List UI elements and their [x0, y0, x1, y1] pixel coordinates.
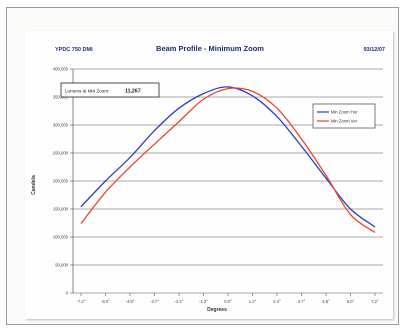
x-tick-label: 7.2° — [371, 299, 379, 304]
series-lines — [80, 86, 376, 234]
y-tick-label: 50,000 — [55, 263, 68, 268]
y-tick-label: 250,000 — [53, 151, 69, 156]
series-line-min-zoom-ver — [80, 87, 376, 234]
x-tick-label: -6.0° — [101, 299, 110, 304]
x-tick-label: 2.4° — [273, 299, 281, 304]
annotation-value: 11,267 — [125, 89, 141, 95]
y-tick-label: 300,000 — [53, 123, 69, 128]
x-tick-label: 4.8° — [322, 299, 330, 304]
legend: Min Zoom Hor Min Zoom Ver — [312, 103, 376, 129]
screenshot-frame: YPDC 750 DMI Beam Profile - Minimum Zoom… — [6, 7, 399, 325]
x-tick-label: 0.0° — [224, 299, 232, 304]
header-left: YPDC 750 DMI — [55, 47, 93, 53]
chart-title: Beam Profile - Minimum Zoom — [156, 44, 264, 53]
series-line-min-zoom-hor — [80, 86, 376, 228]
legend-label-hor: Min Zoom Hor — [331, 110, 358, 115]
x-tick-label: -1.2° — [199, 299, 208, 304]
y-tick-label: 200,000 — [53, 179, 69, 184]
x-axis-label: Degrees — [207, 307, 227, 313]
y-tick-label: 0 — [66, 291, 69, 296]
legend-label-ver: Min Zoom Ver — [331, 119, 358, 124]
x-tick-label: -7.2° — [77, 299, 86, 304]
x-tick-label: -2.4° — [175, 299, 184, 304]
x-tick-label: -3.7° — [150, 299, 159, 304]
grid-lines — [70, 68, 383, 296]
legend-box — [312, 103, 376, 129]
y-tick-label: 400,000 — [53, 67, 69, 72]
x-tick-label: 1.2° — [249, 299, 257, 304]
y-tick-label: 100,000 — [53, 235, 69, 240]
header-right: 93/12/07 — [364, 47, 385, 53]
x-tick-label: 3.7° — [298, 299, 306, 304]
x-tick-labels: -7.2° -6.0° -4.8° -3.7° -2.4° -1.2° 0.0° 1.2° 2.… — [77, 299, 380, 304]
y-tick-label: 150,000 — [53, 207, 69, 212]
beam-profile-chart: YPDC 750 DMI Beam Profile - Minimum Zoom… — [31, 44, 385, 313]
annotation-box — [60, 82, 160, 98]
chart-page: YPDC 750 DMI Beam Profile - Minimum Zoom… — [25, 31, 393, 319]
x-tick-label: -4.8° — [126, 299, 135, 304]
annotation-label: Lumens at Min Zoom: — [65, 89, 109, 94]
y-tick-labels: 0 50,000 100,000 150,000 200,000 250,000 300,0… — [53, 67, 69, 296]
y-axis-label: Candela — [31, 175, 37, 195]
x-tick-label: 6.0° — [347, 299, 355, 304]
lumens-annotation: Lumens at Min Zoom: 11,267 — [60, 82, 160, 98]
